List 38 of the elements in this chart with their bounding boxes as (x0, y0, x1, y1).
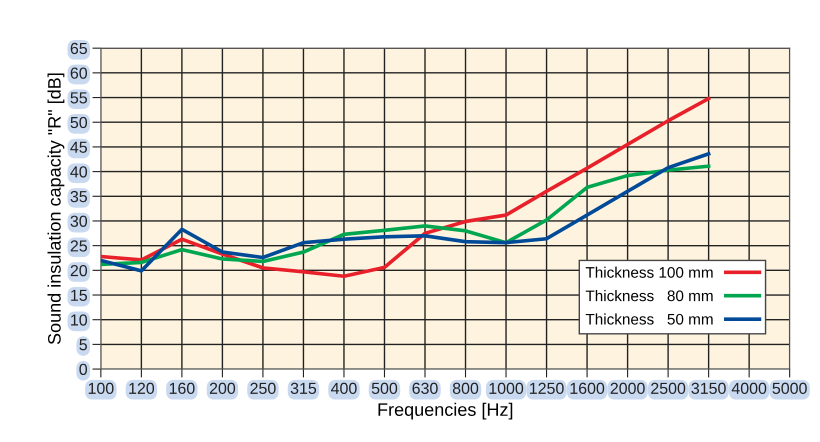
line-series (100, 164, 710, 266)
x-tick-label: 2500 (651, 382, 686, 394)
y-tick-label: 55 (70, 92, 87, 104)
x-tick-label: 800 (452, 382, 478, 394)
legend-label: Thickness 80 mm (586, 290, 713, 302)
x-tick-label: 3150 (691, 382, 726, 394)
x-tick-label: 1600 (570, 382, 604, 394)
x-tick-label: 1000 (489, 382, 524, 394)
y-tick-label: 0 (79, 364, 88, 376)
x-tick-label: 200 (210, 382, 236, 394)
legend-label: Thickness 50 mm (586, 313, 713, 325)
x-tick-label: 630 (412, 382, 438, 394)
x-tick-label: 1250 (530, 382, 564, 394)
y-tick-label: 40 (70, 166, 88, 178)
y-tick-label: 5 (79, 339, 87, 350)
x-axis-title: Frequencies [Hz] (378, 402, 512, 420)
y-tick-label: 25 (70, 240, 87, 252)
x-tick-label: 400 (331, 382, 357, 394)
y-tick-label: 20 (70, 264, 88, 276)
y-tick-label: 35 (70, 190, 87, 202)
y-axis-title: Sound insulation capacity "R" [dB] (48, 74, 64, 344)
x-tick-label: 250 (250, 382, 276, 394)
y-tick-label: 50 (70, 116, 88, 128)
y-tick-label: 60 (70, 67, 88, 79)
x-tick-label: 100 (88, 382, 114, 394)
x-tick-label: 5000 (772, 382, 807, 394)
x-tick-label: 500 (372, 382, 398, 394)
legend-label: Thickness 100 mm (586, 266, 713, 278)
y-tick-label: 45 (70, 142, 87, 153)
x-tick-label: 120 (129, 382, 154, 394)
y-tick-label: 10 (71, 314, 88, 326)
y-tick-label: 65 (70, 42, 87, 54)
x-tick-label: 315 (290, 382, 316, 394)
x-tick-label: 160 (170, 382, 195, 394)
x-tick-label: 2000 (610, 382, 645, 394)
y-tick-label: 30 (70, 216, 88, 227)
x-tick-label: 4000 (732, 382, 766, 394)
y-tick-label: 15 (71, 290, 87, 301)
